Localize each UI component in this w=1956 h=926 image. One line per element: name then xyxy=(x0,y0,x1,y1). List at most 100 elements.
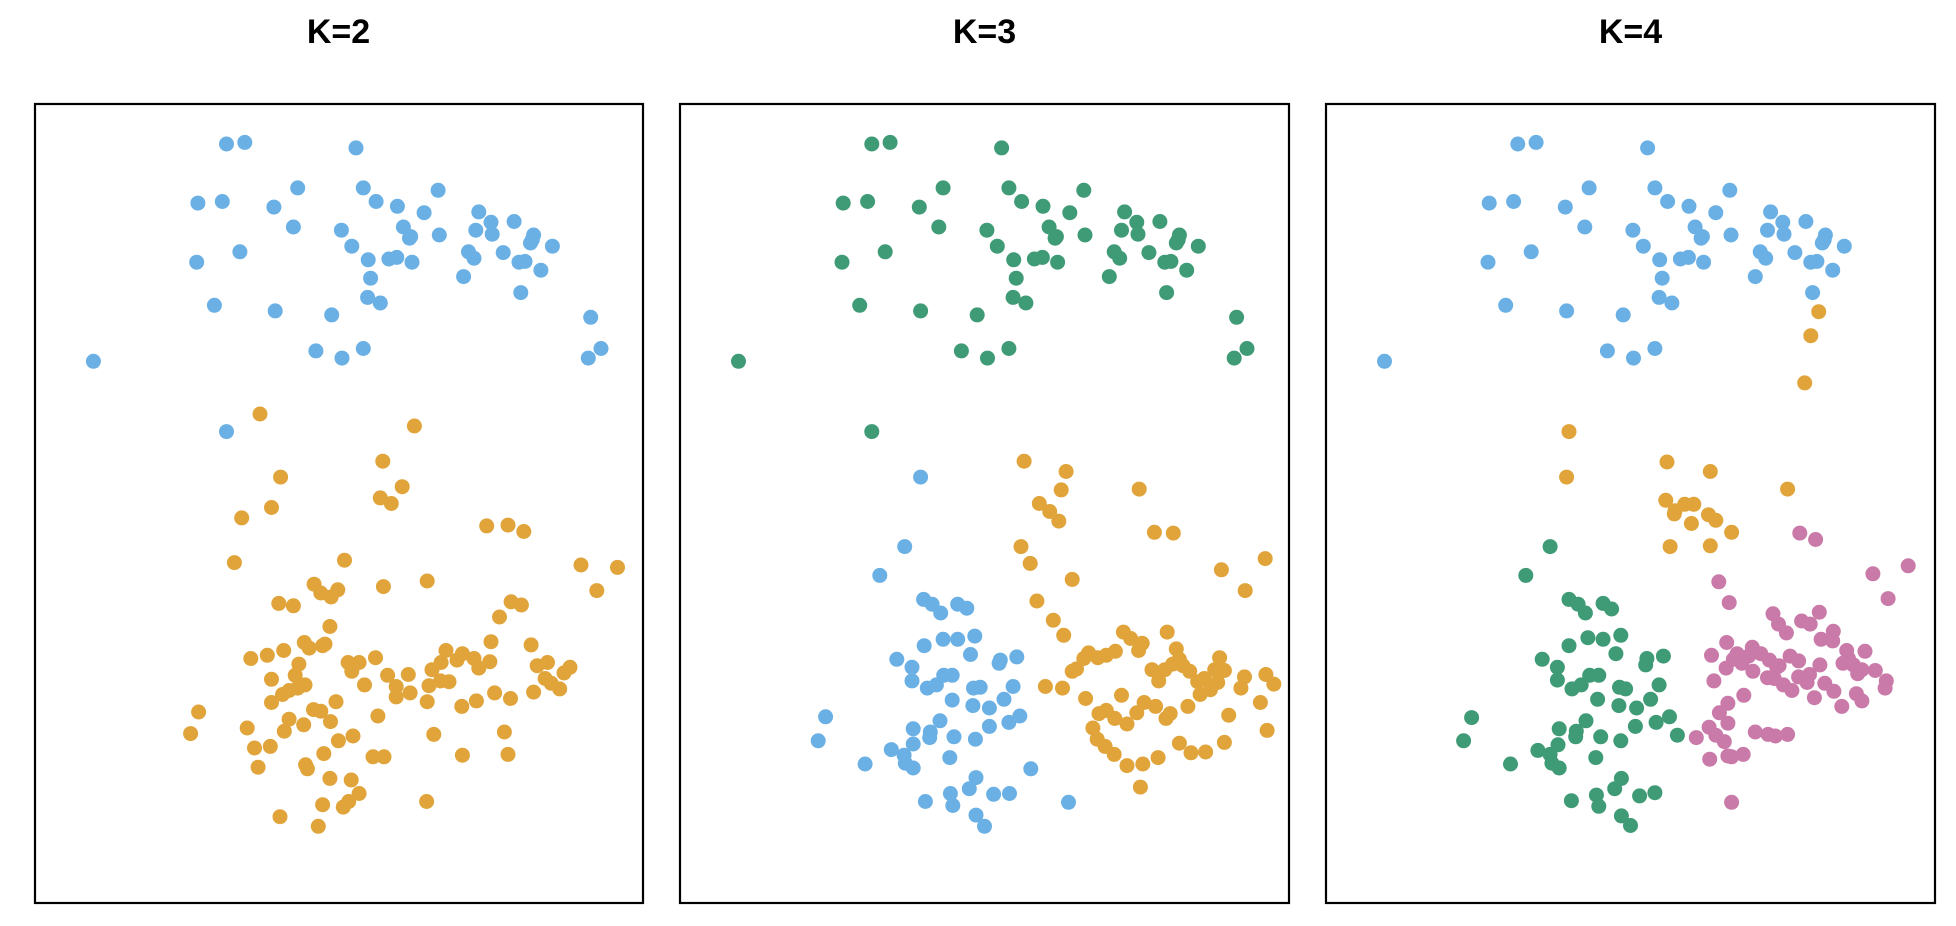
scatter-point-green xyxy=(882,134,898,150)
scatter-point-green xyxy=(1643,691,1659,707)
scatter-point-pink xyxy=(1857,643,1873,659)
scatter-point-green xyxy=(1456,733,1472,749)
scatter-point-orange xyxy=(1196,671,1212,686)
scatter-point-green xyxy=(994,140,1010,156)
scatter-point-blue xyxy=(810,733,826,749)
scatter-point-green xyxy=(1163,253,1179,269)
scatter-point-green xyxy=(1026,251,1042,267)
scatter-point-orange xyxy=(479,518,495,534)
scatter-point-green xyxy=(1632,788,1648,804)
scatter-point-orange xyxy=(298,757,314,773)
scatter-points xyxy=(731,134,1282,834)
scatter-point-blue xyxy=(533,262,549,278)
scatter-point-blue xyxy=(1626,350,1641,366)
scatter-point-orange xyxy=(1119,716,1135,732)
scatter-point-green xyxy=(1048,229,1064,245)
scatter-point-pink xyxy=(1877,680,1893,696)
scatter-point-orange xyxy=(610,559,625,575)
scatter-point-blue xyxy=(237,134,253,150)
scatter-point-green xyxy=(1050,254,1066,270)
scatter-point-blue xyxy=(1681,198,1697,214)
scatter-point-green xyxy=(864,424,880,440)
scatter-point-blue xyxy=(206,297,222,313)
scatter-point-blue xyxy=(219,424,234,440)
scatter-point-blue xyxy=(1652,252,1668,268)
scatter-point-orange xyxy=(1198,744,1214,760)
scatter-point-green xyxy=(1076,182,1092,198)
scatter-point-pink xyxy=(1706,673,1722,689)
scatter-point-orange xyxy=(1216,734,1232,750)
scatter-point-blue xyxy=(905,736,921,752)
scatter-point-green xyxy=(1613,770,1629,786)
scatter-point-orange xyxy=(383,496,399,511)
scatter-point-blue xyxy=(968,807,984,823)
scatter-point-orange xyxy=(370,708,386,724)
scatter-point-orange xyxy=(419,794,435,809)
scatter-point-orange xyxy=(1129,705,1145,721)
scatter-point-orange xyxy=(400,667,416,682)
scatter-point-orange xyxy=(421,678,437,694)
scatter-point-orange xyxy=(296,717,312,733)
scatter-point-orange xyxy=(487,685,503,701)
scatter-point-orange xyxy=(1724,524,1740,540)
panel-title: K=3 xyxy=(953,13,1016,51)
scatter-point-blue xyxy=(922,730,938,746)
scatter-point-blue xyxy=(1506,194,1522,209)
scatter-point-orange xyxy=(376,749,392,765)
scatter-point-blue xyxy=(1012,708,1028,724)
scatter-point-green xyxy=(1464,710,1480,726)
scatter-point-green xyxy=(1618,681,1634,697)
scatter-point-orange xyxy=(1051,513,1067,529)
scatter-point-green xyxy=(1001,180,1017,196)
scatter-point-orange xyxy=(552,681,568,697)
scatter-point-orange xyxy=(375,453,391,469)
scatter-point-blue xyxy=(996,691,1012,707)
scatter-point-orange xyxy=(1016,453,1032,469)
scatter-point-orange xyxy=(1045,612,1061,628)
scatter-point-green xyxy=(1648,714,1664,730)
scatter-point-blue xyxy=(897,755,913,771)
scatter-point-orange xyxy=(503,691,518,706)
scatter-point-pink xyxy=(1688,730,1704,746)
scatter-point-pink xyxy=(1718,660,1734,676)
scatter-point-blue xyxy=(324,307,340,323)
scatter-point-pink xyxy=(1702,751,1718,767)
scatter-point-orange xyxy=(285,598,301,614)
scatter-point-orange xyxy=(483,634,499,650)
scatter-point-pink xyxy=(1811,604,1827,620)
scatter-point-pink xyxy=(1806,690,1822,706)
scatter-point-orange xyxy=(1064,571,1080,587)
scatter-point-blue xyxy=(981,718,997,734)
scatter-point-blue xyxy=(431,227,447,243)
panel-k4: K=4 xyxy=(1324,13,1937,905)
scatter-point-orange xyxy=(259,647,275,663)
scatter-point-orange xyxy=(454,747,470,763)
scatter-point-orange xyxy=(1559,469,1575,485)
scatter-point-orange xyxy=(1192,687,1208,702)
scatter-point-orange xyxy=(343,772,359,788)
scatter-point-pink xyxy=(1784,683,1800,698)
scatter-point-orange xyxy=(317,636,333,652)
scatter-point-orange xyxy=(454,646,470,662)
scatter-point-orange xyxy=(1119,758,1135,774)
scatter-point-orange xyxy=(1221,707,1237,723)
scatter-point-green xyxy=(1551,721,1567,737)
scatter-point-green xyxy=(1595,631,1611,647)
scatter-point-orange xyxy=(1055,680,1070,696)
scatter-point-orange xyxy=(1266,676,1282,692)
scatter-point-green xyxy=(834,254,850,270)
scatter-point-green xyxy=(1561,638,1577,654)
scatter-point-blue xyxy=(913,469,929,485)
scatter-point-orange xyxy=(1150,750,1166,766)
scatter-point-pink xyxy=(1720,748,1736,764)
scatter-point-green xyxy=(1563,793,1579,809)
scatter-point-green xyxy=(1651,677,1667,693)
scatter-point-orange xyxy=(1212,650,1228,666)
scatter-point-blue xyxy=(1581,180,1597,196)
scatter-point-green xyxy=(913,303,929,319)
scatter-point-blue xyxy=(1640,140,1656,156)
scatter-point-green xyxy=(1613,627,1629,643)
scatter-point-orange xyxy=(1151,673,1167,689)
scatter-point-orange xyxy=(482,654,498,670)
scatter-point-blue xyxy=(1664,295,1680,311)
